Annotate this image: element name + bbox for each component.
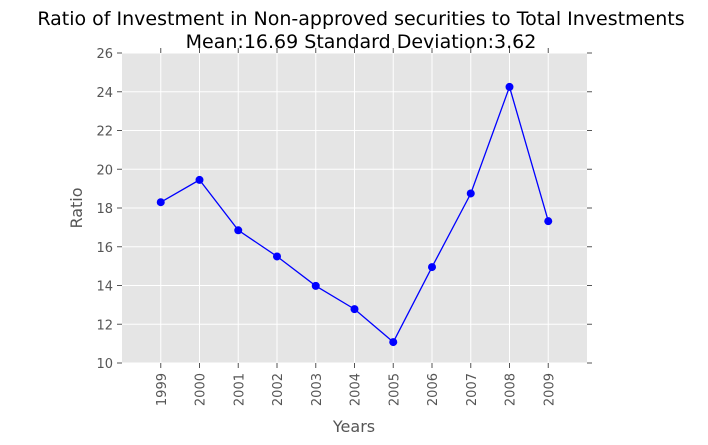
y-tick-label: 24 (96, 86, 113, 101)
data-point (428, 263, 436, 272)
data-point (544, 217, 553, 226)
series (156, 82, 553, 347)
data-point (350, 305, 359, 314)
x-tick-label: 2003 (310, 373, 325, 406)
y-tick-label: 12 (96, 318, 113, 333)
y-axis-label: Ratio (67, 187, 86, 228)
x-tick-label: 2002 (271, 373, 286, 406)
x-tick-label: 1999 (155, 373, 170, 406)
x-axis-label: Years (332, 417, 375, 436)
data-point (466, 189, 475, 198)
x-tick-label: 2009 (542, 373, 557, 406)
x-tick-label: 2008 (504, 373, 519, 406)
data-point (505, 82, 514, 91)
x-tick-label: 2000 (194, 373, 209, 406)
x-tick-label: 2005 (387, 373, 402, 406)
data-point (156, 198, 165, 207)
y-tick-label: 22 (96, 125, 113, 140)
x-tick-label: 2001 (232, 373, 247, 406)
axis-ticks: 10 12 14 16 18 20 22 24 26 1999 2000 2001 2002 2003 20… (96, 47, 592, 406)
y-tick-label: 20 (96, 163, 113, 178)
data-point (273, 252, 281, 261)
chart-title: Ratio of Investment in Non-approved secu… (37, 8, 684, 30)
y-tick-label: 18 (96, 202, 113, 217)
data-point (389, 338, 398, 347)
y-tick-label: 16 (96, 241, 113, 256)
data-point (234, 226, 243, 235)
chart-subtitle: Mean:16.69 Standard Deviation:3.62 (186, 31, 537, 53)
y-tick-label: 14 (96, 280, 113, 295)
x-tick-label: 2004 (349, 373, 364, 406)
x-tick-label: 2006 (426, 373, 441, 406)
y-tick-label: 10 (96, 357, 113, 372)
data-point (195, 175, 204, 184)
y-tick-label: 26 (96, 47, 113, 62)
x-tick-label: 2007 (465, 373, 480, 406)
data-point (311, 281, 320, 290)
